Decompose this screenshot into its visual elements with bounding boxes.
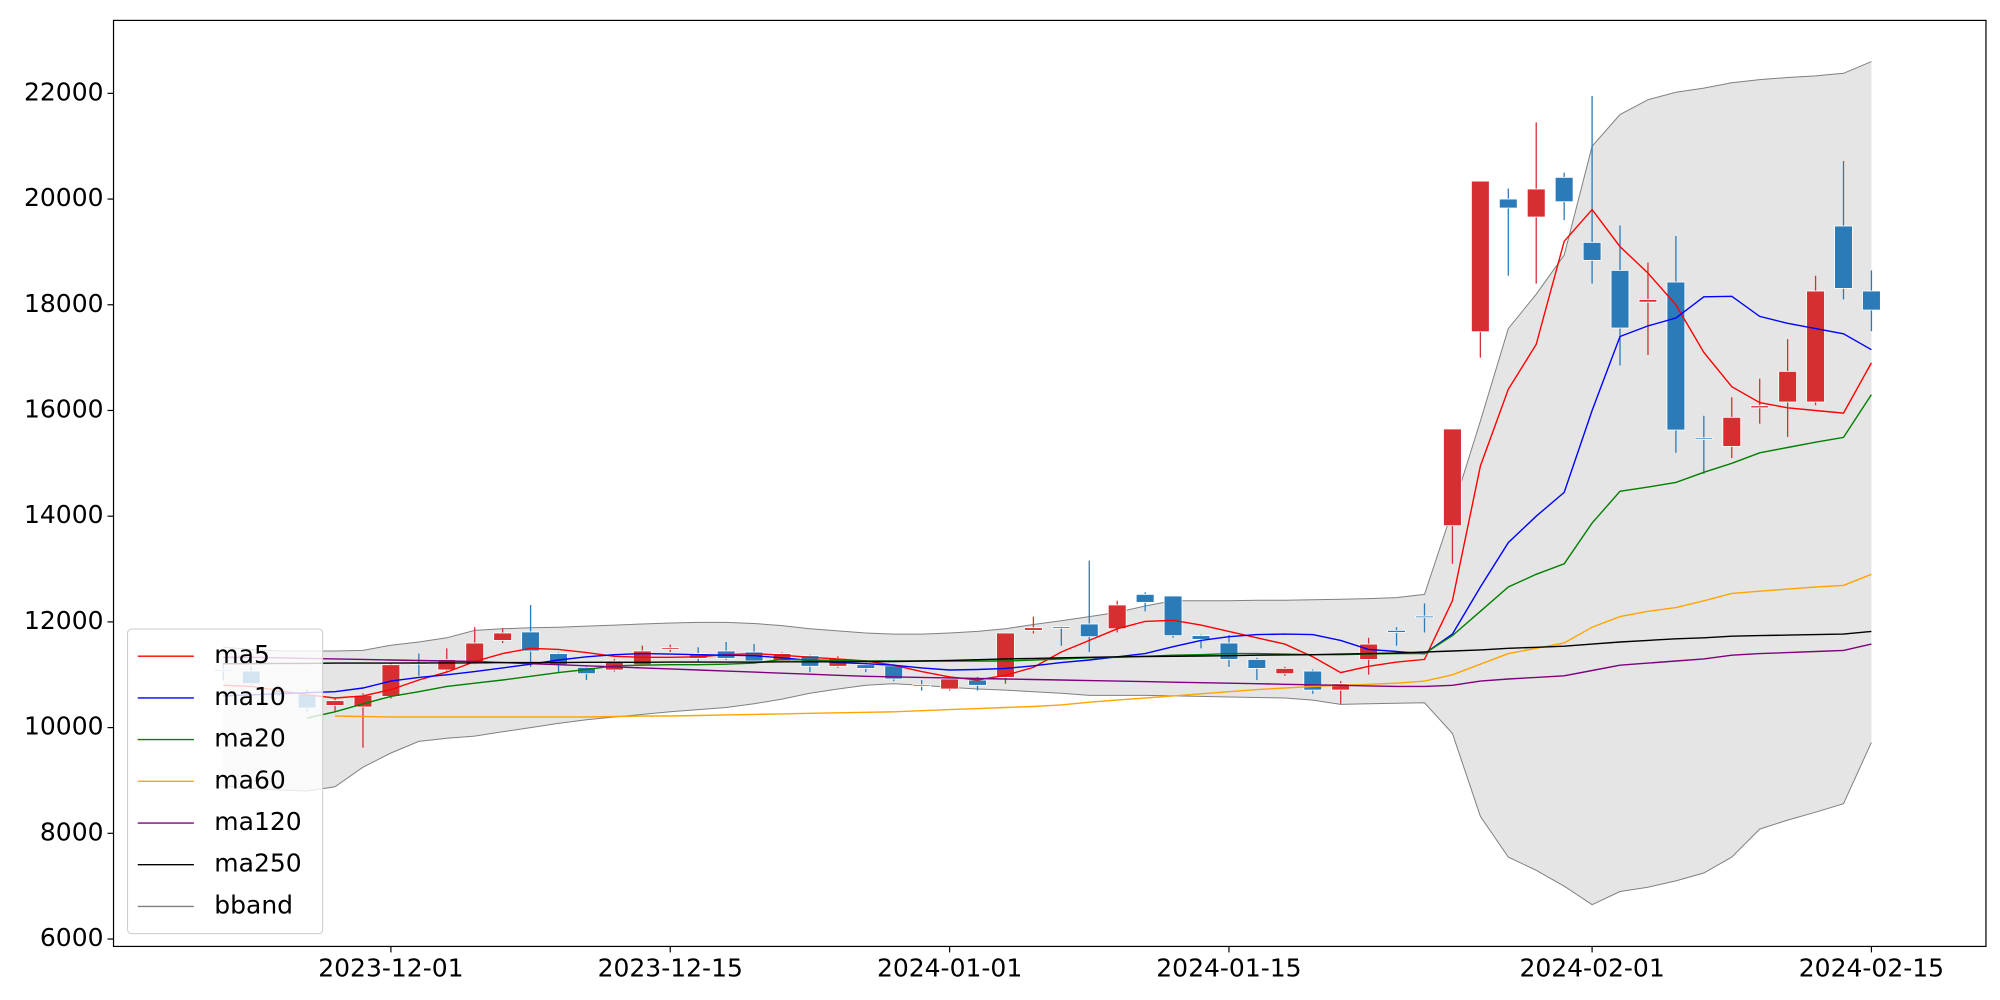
candle-body <box>1247 659 1267 669</box>
ma-line <box>223 630 1872 665</box>
candle-body <box>1052 626 1071 629</box>
candle-body <box>1498 198 1518 209</box>
candle-body <box>465 642 485 665</box>
y-tick-label: 10000 <box>24 712 104 741</box>
y-tick-label: 22000 <box>24 77 104 106</box>
candle-body <box>1806 290 1825 403</box>
candle-body <box>1107 604 1127 630</box>
legend-label: ma250 <box>214 849 301 878</box>
candle-body <box>1275 668 1295 675</box>
candle-body <box>660 647 680 650</box>
candle-body <box>1163 595 1183 637</box>
candle-body <box>325 700 345 706</box>
candle-body <box>968 679 987 686</box>
candle-body <box>1834 225 1853 289</box>
candle-body <box>521 631 540 652</box>
candle-body <box>1331 683 1351 691</box>
legend-label: ma10 <box>214 682 285 711</box>
candle-body <box>1359 643 1378 660</box>
y-tick-label: 20000 <box>24 183 104 212</box>
legend-label: ma20 <box>214 724 285 753</box>
ma-line <box>334 573 1872 718</box>
candle-body <box>940 678 959 690</box>
candle-body <box>1387 629 1406 633</box>
y-tick-label: 16000 <box>24 394 104 423</box>
x-tick-label: 2023-12-15 <box>598 953 743 982</box>
candle-body <box>1750 405 1770 409</box>
bband-lower <box>223 683 1872 906</box>
candle-body <box>1219 642 1239 660</box>
candle-body <box>1778 370 1797 403</box>
x-tick-label: 2024-02-01 <box>1519 953 1664 982</box>
candle-body <box>1694 437 1714 440</box>
legend: ma5 ma10 ma20 ma60 ma120 ma250 bband <box>127 628 324 935</box>
x-tick-label: 2024-01-15 <box>1156 953 1301 982</box>
candle-body <box>1415 615 1434 619</box>
plot-frame <box>112 19 1987 948</box>
legend-label: bband <box>214 890 293 919</box>
legend-label: ma60 <box>214 765 285 794</box>
x-tick-label: 2024-02-15 <box>1799 953 1944 982</box>
candle-body <box>1862 290 1881 311</box>
bband-fill <box>223 61 1872 905</box>
candle-body <box>437 659 457 671</box>
candle-body <box>856 664 876 669</box>
bband-upper <box>223 61 1872 652</box>
y-tick-label: 8000 <box>40 817 104 846</box>
legend-label: ma5 <box>214 640 270 669</box>
candle-body <box>1191 635 1211 640</box>
candle-body <box>1722 416 1742 447</box>
candle-body <box>1135 594 1155 603</box>
ma-line <box>223 295 1872 697</box>
candle-body <box>996 632 1015 678</box>
legend-label: ma120 <box>214 807 301 836</box>
candle-body <box>1582 241 1602 261</box>
candle-body <box>1638 299 1658 303</box>
legend-box <box>127 628 324 935</box>
candle-body <box>1526 188 1546 218</box>
candle-body <box>1024 627 1043 631</box>
candle-body <box>1610 270 1630 329</box>
y-tick-label: 6000 <box>40 923 104 952</box>
candle-body <box>1443 428 1462 527</box>
candle-body <box>1554 176 1574 203</box>
x-tick-label: 2024-01-01 <box>877 953 1022 982</box>
y-tick-label: 14000 <box>24 500 104 529</box>
y-tick-label: 12000 <box>24 606 104 635</box>
x-tick-label: 2023-12-01 <box>318 953 463 982</box>
candle-body <box>493 632 512 641</box>
y-tick-label: 18000 <box>24 289 104 318</box>
candle-body <box>1079 623 1099 638</box>
candle-body <box>912 684 931 687</box>
candle-body <box>1471 180 1490 333</box>
